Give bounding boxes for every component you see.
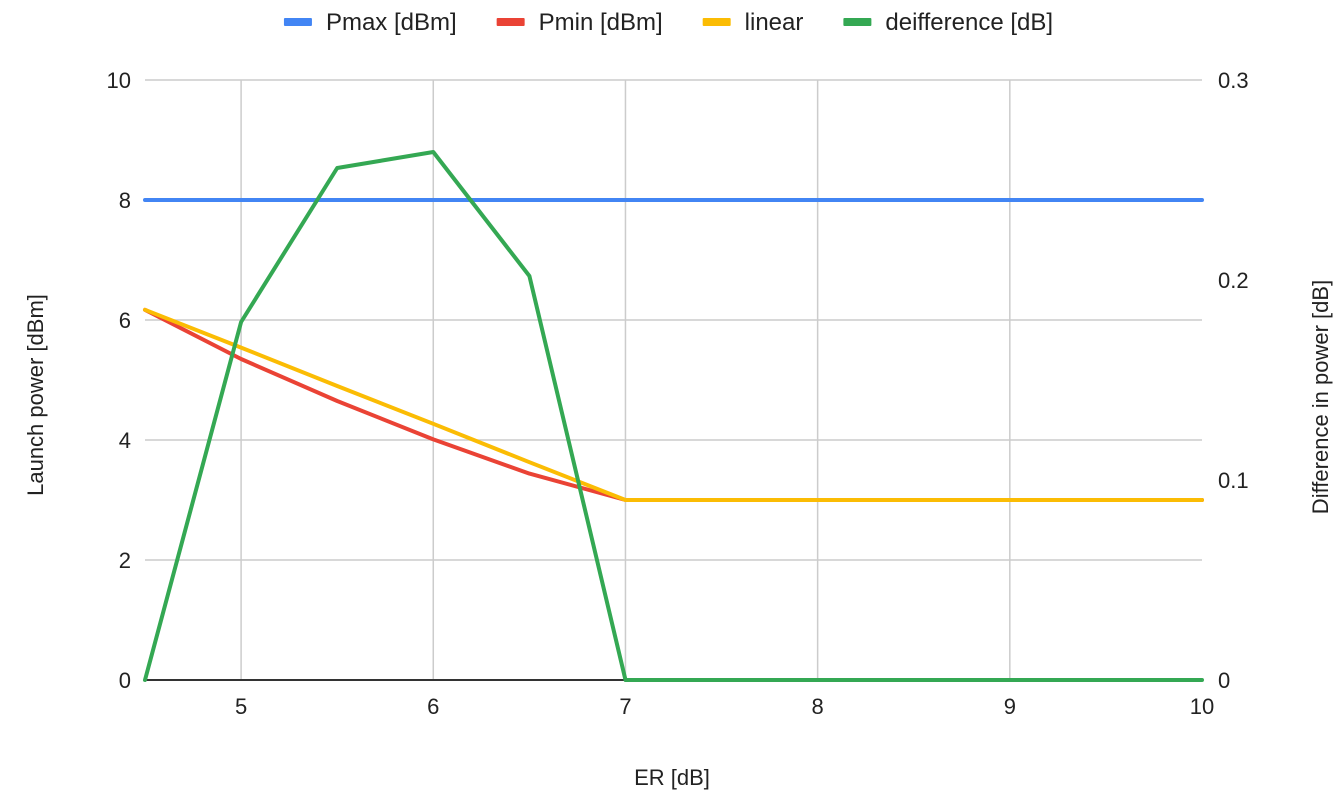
- y-left-tick-label: 2: [119, 548, 131, 573]
- y-left-tick-label: 0: [119, 668, 131, 693]
- series-lines: [143, 150, 1204, 682]
- x-tick-label: 10: [1190, 694, 1214, 719]
- series-line-pmin-dbm: [143, 307, 1204, 502]
- legend-swatch-deifference-db: [843, 18, 872, 26]
- y-axis-right-title: Difference in power [dB]: [1308, 280, 1333, 514]
- y-right-tick-label: 0: [1218, 668, 1230, 693]
- x-tick-label: 8: [812, 694, 824, 719]
- y-left-tick-label: 6: [119, 308, 131, 333]
- series-line-linear: [143, 307, 1204, 502]
- x-tick-label: 7: [619, 694, 631, 719]
- legend-swatch-pmax-dbm: [283, 18, 312, 26]
- gridlines: [145, 79, 1202, 680]
- legend-label-linear: linear: [745, 9, 804, 36]
- legend-label-pmax-dbm: Pmax [dBm]: [326, 9, 457, 36]
- legend-swatch-linear: [702, 18, 731, 26]
- x-tick-label: 9: [1004, 694, 1016, 719]
- legend-label-pmin-dbm: Pmin [dBm]: [539, 9, 663, 36]
- series-line-deifference-db: [143, 150, 1204, 682]
- y-left-tick-label: 4: [119, 428, 131, 453]
- y-right-tick-label: 0.3: [1218, 68, 1249, 93]
- legend: Pmax [dBm] Pmin [dBm] linear deifference [d…: [283, 9, 1053, 36]
- y-right-tick-label: 0.1: [1218, 468, 1249, 493]
- legend-swatch-pmin-dbm: [496, 18, 525, 26]
- x-tick-label: 6: [427, 694, 439, 719]
- y-right-tick-label: 0.2: [1218, 268, 1249, 293]
- x-axis-title: ER [dB]: [634, 765, 710, 790]
- legend-label-deifference-db: deifference [dB]: [885, 9, 1053, 36]
- y-axis-left-title: Launch power [dBm]: [23, 294, 48, 496]
- x-tick-label: 5: [235, 694, 247, 719]
- y-left-tick-label: 8: [119, 188, 131, 213]
- y-left-tick-label: 10: [107, 68, 131, 93]
